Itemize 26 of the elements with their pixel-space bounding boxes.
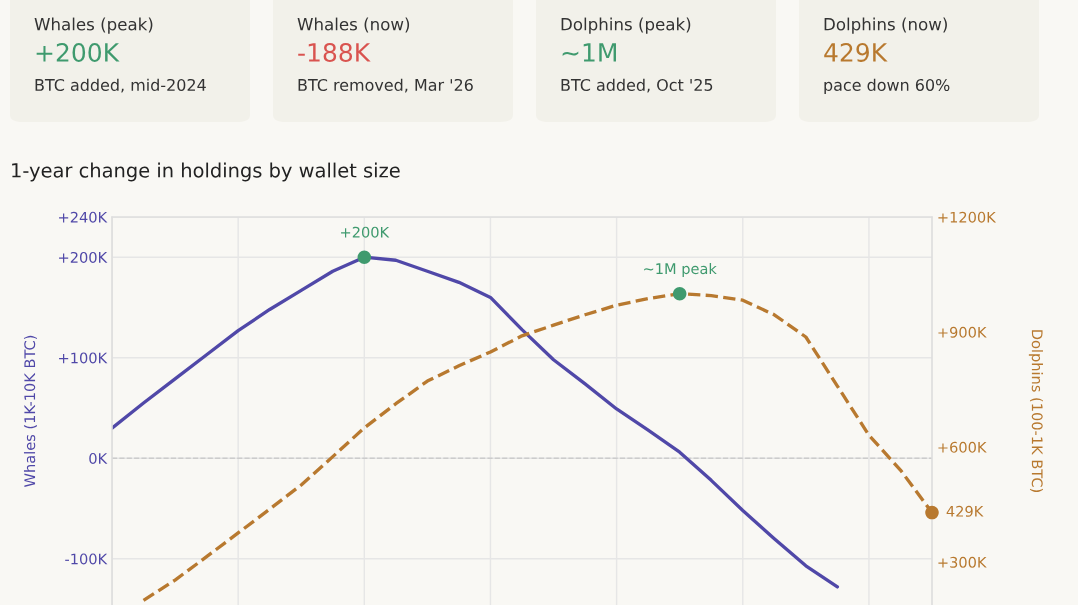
y-tick-label: +240K [59, 211, 108, 223]
y2-tick-label: +900K [938, 326, 987, 338]
text: ~1M [562, 43, 616, 62]
chart-title: 1-year change in holdings by wallet size [12, 162, 400, 182]
text: Whales (peak) [34, 17, 153, 34]
y2-tick-label: +1200K [938, 211, 997, 223]
y-tick-label: +200K [59, 251, 108, 263]
text: 429K [824, 43, 888, 62]
text: -188K [298, 43, 371, 62]
y-tick-label: 0K [89, 452, 108, 464]
data-label: +200K [341, 226, 390, 238]
y-axis-title: Whales (1K-10K BTC) [23, 335, 37, 487]
y2-tick-label: +600K [938, 441, 987, 453]
text: Dolphins (peak) [561, 17, 691, 34]
text: Whales (now) [297, 17, 410, 33]
data-label: 429K [946, 505, 984, 517]
data-label: ~1M peak [644, 262, 717, 278]
y-tick-label: -100K [65, 553, 108, 565]
text: Dolphins (now) [824, 17, 947, 34]
text: pace down 60% [824, 78, 950, 95]
y2-axis-title: Dolphins (100-1K BTC) [1028, 330, 1043, 492]
text: BTC added, mid-2024 [35, 78, 206, 93]
text: BTC added, Oct '25 [561, 78, 713, 93]
y2-tick-label: +300K [938, 556, 987, 568]
text: BTC removed, Mar '26 [298, 78, 473, 93]
y-tick-label: +100K [59, 352, 108, 364]
